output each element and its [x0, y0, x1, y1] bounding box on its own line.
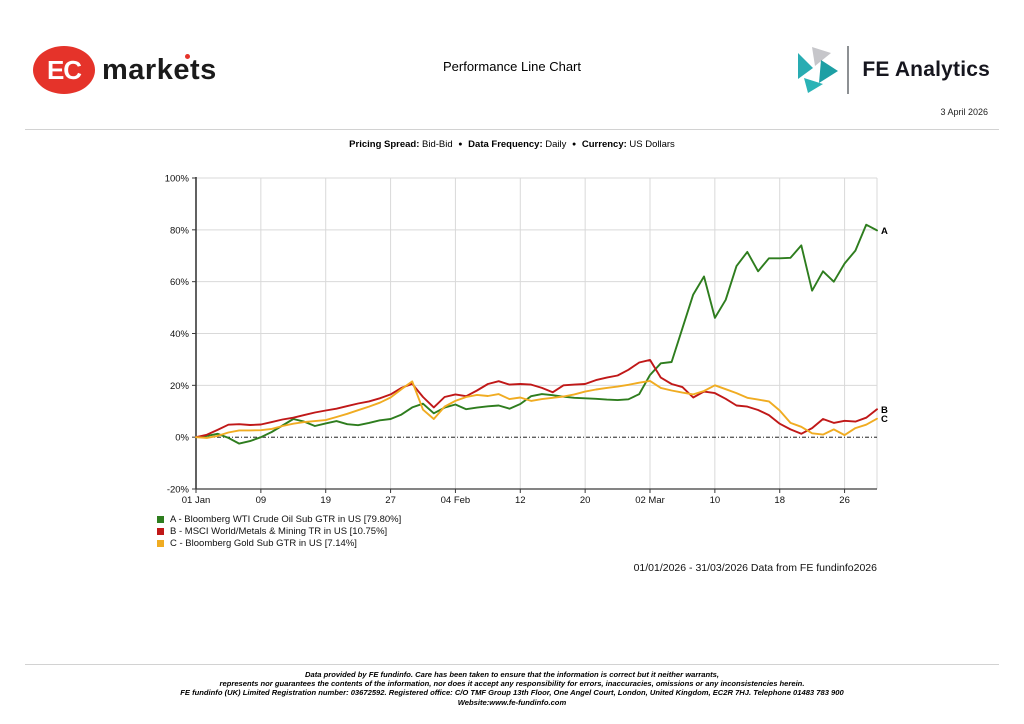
currency-value: US Dollars — [629, 139, 675, 150]
ec-markets-wordmark: markets — [102, 53, 217, 86]
svg-text:80%: 80% — [170, 225, 190, 236]
legend-swatch-icon — [157, 539, 164, 547]
legend-label: B - MSCI World/Metals & Mining TR in US … — [170, 525, 388, 537]
disclaimer-line: FE fundinfo (UK) Limited Registration nu… — [180, 688, 844, 698]
fe-pinwheel-icon — [798, 47, 839, 93]
data-frequency-label: Data Frequency: — [468, 139, 543, 150]
legend-item: A - Bloomberg WTI Crude Oil Sub GTR in U… — [157, 513, 401, 525]
data-frequency-value: Daily — [545, 139, 567, 150]
legend-item: B - MSCI World/Metals & Mining TR in US … — [157, 525, 401, 537]
ec-markets-logo: EC markets — [33, 46, 217, 94]
svg-text:-20%: -20% — [167, 485, 190, 496]
header-divider — [25, 129, 999, 130]
bullet-separator: ● — [458, 141, 463, 148]
svg-text:60%: 60% — [170, 277, 190, 288]
chart-settings-line: Pricing Spread: Bid-Bid ● Data Frequency… — [0, 139, 1024, 150]
chart-legend: A - Bloomberg WTI Crude Oil Sub GTR in U… — [157, 513, 401, 549]
ec-red-dot-icon — [184, 53, 190, 59]
svg-text:09: 09 — [256, 495, 267, 506]
disclaimer-line: Website:www.fe-fundinfo.com — [457, 697, 567, 707]
svg-text:C: C — [881, 414, 888, 425]
fe-analytics-wordmark: FE Analytics — [862, 58, 990, 81]
svg-text:20%: 20% — [170, 381, 190, 392]
currency-label: Currency: — [581, 139, 627, 150]
svg-text:B: B — [881, 405, 888, 416]
disclaimer-line: Data provided by FE fundinfo. Care has b… — [305, 670, 719, 679]
legend-item: C - Bloomberg Gold Sub GTR in US [7.14%] — [157, 537, 401, 549]
page-title: Performance Line Chart — [442, 59, 581, 74]
legend-label: A - Bloomberg WTI Crude Oil Sub GTR in U… — [170, 513, 402, 525]
svg-text:04 Feb: 04 Feb — [441, 495, 471, 506]
svg-text:0%: 0% — [175, 433, 189, 444]
legend-label: C - Bloomberg Gold Sub GTR in US [7.14%] — [170, 537, 357, 549]
svg-text:18: 18 — [774, 495, 785, 506]
date-range-note: 01/01/2026 - 31/03/2026 Data from FE fun… — [633, 562, 877, 574]
svg-text:27: 27 — [385, 495, 396, 506]
fe-logo-divider — [847, 46, 850, 94]
ec-markets-badge-icon: EC — [33, 46, 95, 94]
svg-text:A: A — [881, 226, 888, 237]
svg-text:02 Mar: 02 Mar — [635, 495, 665, 506]
svg-text:26: 26 — [839, 495, 850, 506]
legend-swatch-icon — [157, 527, 164, 535]
svg-text:40%: 40% — [170, 329, 190, 340]
svg-text:12: 12 — [515, 495, 526, 506]
bullet-separator: ● — [572, 141, 577, 148]
disclaimer-footer: Data provided by FE fundinfo. Care has b… — [0, 670, 1024, 707]
legend-swatch-icon — [157, 515, 164, 523]
report-date: 3 April 2026 — [940, 107, 988, 117]
footer-divider — [25, 664, 999, 665]
fe-analytics-logo: FE Analytics — [797, 44, 990, 96]
pricing-spread-label: Pricing Spread: — [349, 139, 420, 150]
svg-text:100%: 100% — [165, 174, 190, 185]
svg-text:01 Jan: 01 Jan — [182, 495, 211, 506]
disclaimer-line: represents nor guarantees the contents o… — [219, 679, 805, 689]
svg-text:20: 20 — [580, 495, 591, 506]
svg-text:10: 10 — [710, 495, 721, 506]
ec-badge-text: EC — [46, 54, 82, 85]
svg-text:19: 19 — [320, 495, 331, 506]
pricing-spread-value: Bid-Bid — [422, 139, 453, 150]
